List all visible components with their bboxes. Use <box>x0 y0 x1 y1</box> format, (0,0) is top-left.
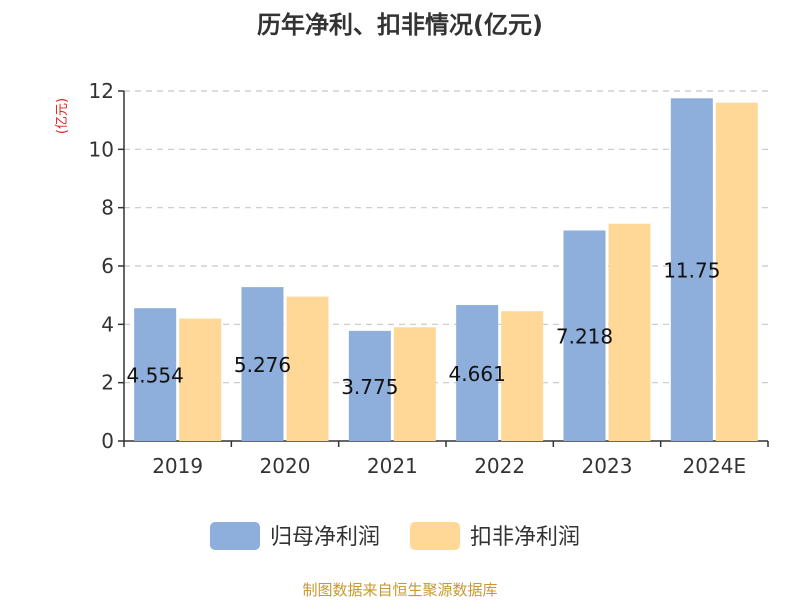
bar-series-1[interactable] <box>456 305 499 441</box>
bar-series-1[interactable] <box>134 308 177 441</box>
source-note: 制图数据来自恒生聚源数据库 <box>302 581 497 599</box>
bar-series-2[interactable] <box>608 223 651 441</box>
bar-series-2[interactable] <box>393 327 436 441</box>
y-tick-label: 2 <box>101 371 114 395</box>
gridlines <box>124 90 768 384</box>
x-tick-label: 2020 <box>260 454 311 478</box>
y-axis-unit: (亿元) <box>55 98 70 134</box>
chart-title: 历年净利、扣非情况(亿元) <box>257 11 543 39</box>
data-label: 4.661 <box>449 362 506 386</box>
data-labels: 4.554 5.276 3.775 4.661 7.218 11.75 <box>127 259 721 399</box>
legend-label: 归母净利润 <box>270 525 380 550</box>
x-tick-label: 2019 <box>152 454 203 478</box>
x-tick-label: 2023 <box>582 454 633 478</box>
legend: 归母净利润 扣非净利润 <box>210 522 580 550</box>
data-label: 5.276 <box>234 353 291 377</box>
data-label: 11.75 <box>663 259 720 283</box>
bar-series-1[interactable] <box>563 230 606 441</box>
legend-item-2[interactable]: 扣非净利润 <box>410 522 580 550</box>
bar-series-2[interactable] <box>715 102 758 442</box>
y-tick-label: 12 <box>89 79 114 103</box>
legend-swatch <box>410 522 460 550</box>
data-label: 3.775 <box>341 375 398 399</box>
data-label: 4.554 <box>127 364 184 388</box>
bar-series-2[interactable] <box>179 318 222 442</box>
y-axis: 0 2 4 6 8 10 12 <box>89 79 125 453</box>
y-tick-label: 8 <box>101 196 114 220</box>
y-tick-label: 10 <box>89 137 114 161</box>
legend-item-1[interactable]: 归母净利润 <box>210 522 380 550</box>
y-tick-label: 4 <box>101 312 114 336</box>
y-tick-label: 6 <box>101 254 114 278</box>
bars <box>134 98 758 442</box>
bar-series-2[interactable] <box>501 311 544 441</box>
legend-swatch <box>210 522 260 550</box>
y-tick-label: 0 <box>101 429 114 453</box>
bar-series-1[interactable] <box>670 98 713 442</box>
bar-series-1[interactable] <box>348 330 391 441</box>
x-tick-label: 2022 <box>474 454 525 478</box>
x-tick-label: 2024E <box>683 454 747 478</box>
legend-label: 扣非净利润 <box>470 525 580 550</box>
x-tick-label: 2021 <box>367 454 418 478</box>
x-axis: 2019 2020 2021 2022 2023 2024E <box>123 440 769 478</box>
data-label: 7.218 <box>556 325 613 349</box>
bar-series-2[interactable] <box>286 296 329 441</box>
bar-series-1[interactable] <box>241 287 284 441</box>
